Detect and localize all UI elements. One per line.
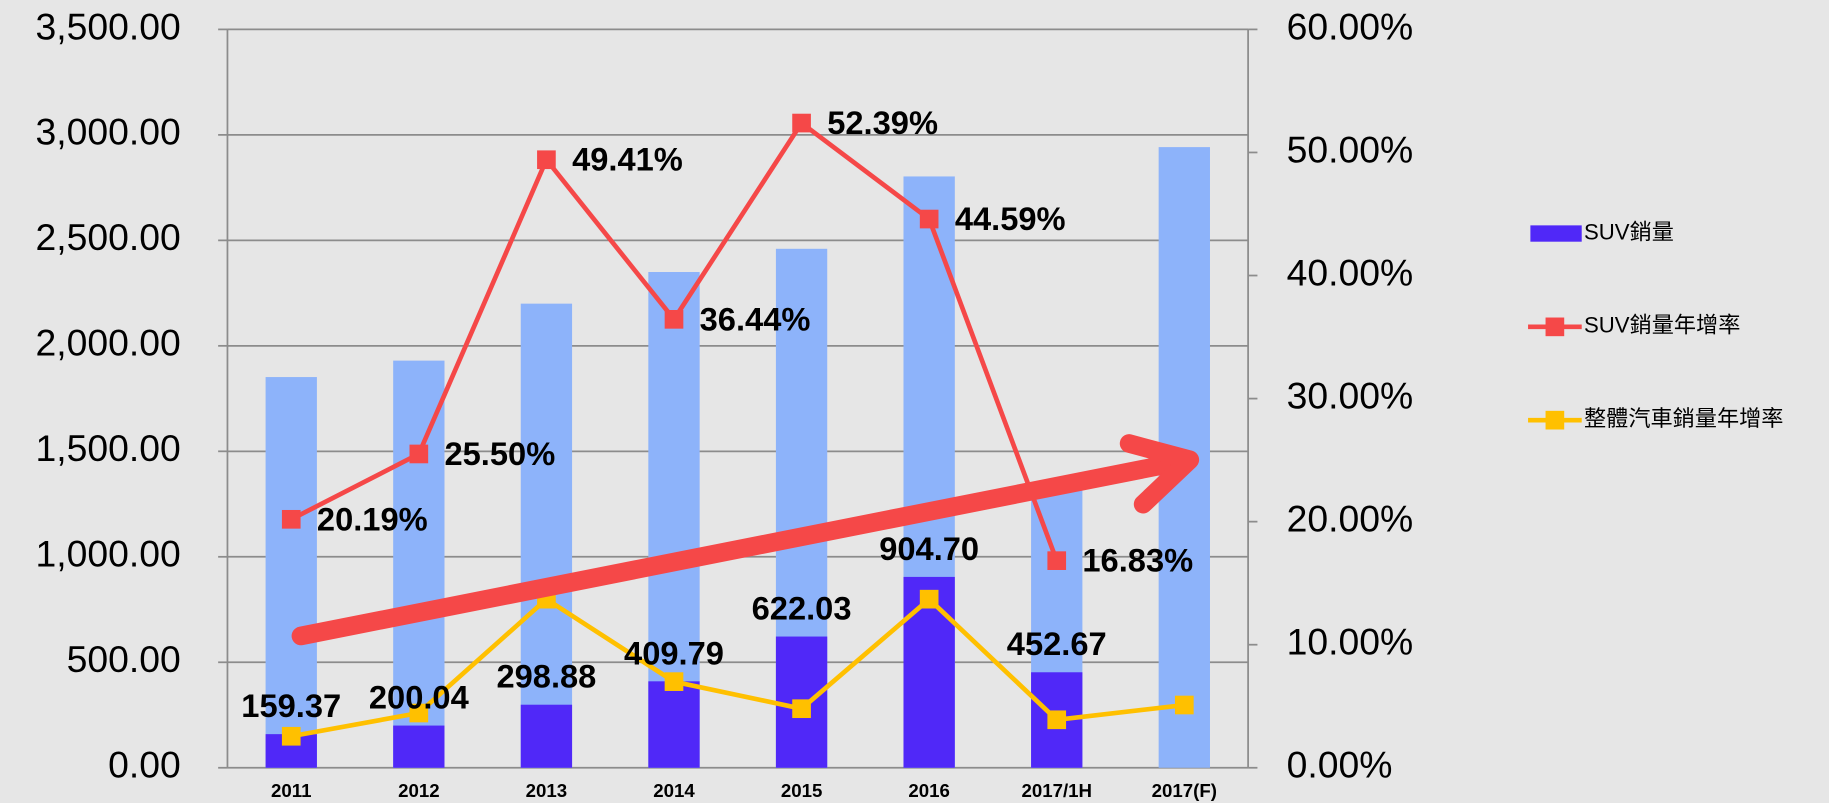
bar (903, 576, 955, 768)
legend-label: 整體汽車銷量年增率 (1584, 406, 1783, 431)
data-label: 622.03 (752, 590, 852, 627)
line (290, 596, 1185, 739)
data-label: 52.39% (827, 104, 938, 141)
y2-tick-label: 50.00% (1287, 128, 1414, 170)
line-marker (1174, 695, 1194, 715)
plot-area (218, 28, 1258, 769)
line-marker (281, 509, 301, 529)
data-label: 49.41% (572, 141, 683, 178)
data-label: 200.04 (369, 679, 469, 716)
x-tick-label: 2017(F) (1152, 780, 1217, 801)
legend-label: SUV銷量 (1584, 219, 1674, 244)
data-label: 16.83% (1082, 542, 1193, 579)
line-marker (409, 444, 429, 464)
line-marker (537, 150, 556, 170)
y-tick-label: 2,500.00 (36, 216, 181, 258)
x-tick-label: 2014 (653, 780, 695, 801)
y2-tick-label: 0.00% (1287, 744, 1393, 786)
data-label: 20.19% (317, 500, 428, 537)
y-tick-label: 2,000.00 (36, 322, 181, 364)
y2-tick-label: 60.00% (1287, 5, 1414, 47)
data-label: 25.50% (444, 435, 555, 472)
line-marker (664, 672, 684, 691)
data-label: 44.59% (955, 200, 1066, 237)
y-tick-label: 1,000.00 (36, 533, 181, 575)
y2-tick-label: 30.00% (1287, 374, 1414, 416)
arrow-shaft (291, 453, 1182, 646)
x-tick-label: 2011 (271, 780, 311, 801)
line-marker (409, 703, 429, 723)
y-tick-label: 3,000.00 (36, 111, 181, 153)
data-label: 159.37 (241, 687, 341, 724)
y2-tick-label: 10.00% (1287, 621, 1414, 663)
line-marker (919, 209, 939, 229)
bar (393, 725, 445, 768)
line-marker (281, 726, 301, 746)
legend-swatch (1545, 317, 1565, 337)
x-tick-label: 2013 (526, 780, 568, 801)
y-tick-label: 500.00 (67, 638, 181, 680)
line-marker (1047, 551, 1067, 570)
x-tick-label: 2015 (781, 780, 823, 801)
y2-tick-label: 20.00% (1287, 498, 1414, 540)
line-marker (664, 310, 684, 329)
line-marker (792, 113, 811, 133)
y2-tick-label: 40.00% (1287, 251, 1414, 293)
y-tick-label: 1,500.00 (36, 427, 181, 469)
line-marker (919, 589, 939, 609)
trend-arrow (291, 434, 1200, 646)
bar (520, 704, 573, 768)
labels: 0.00 500.00 1,000.00 1,500.00 2,000.00 2,500.… (36, 5, 1784, 801)
x-tick-label: 2016 (908, 780, 950, 801)
bar (648, 681, 700, 768)
bar (265, 377, 317, 768)
y-tick-label: 0.00 (108, 744, 181, 786)
y-tick-label: 3,500.00 (36, 5, 181, 47)
data-label: 409.79 (624, 634, 724, 671)
bar (520, 303, 573, 768)
legend-swatch (1530, 225, 1582, 242)
data-label: 36.44% (700, 300, 811, 337)
data-label: 452.67 (1007, 625, 1107, 662)
data-label: 904.70 (879, 530, 979, 567)
arrow-head (1119, 434, 1200, 514)
legend-label: SUV銷量年增率 (1584, 313, 1740, 338)
line-marker (1047, 710, 1067, 730)
x-tick-label: 2017/1H (1021, 780, 1092, 801)
data-label: 298.88 (496, 658, 596, 695)
legend-swatch (1545, 410, 1565, 430)
x-tick-label: 2012 (398, 780, 440, 801)
line-marker (792, 699, 811, 719)
